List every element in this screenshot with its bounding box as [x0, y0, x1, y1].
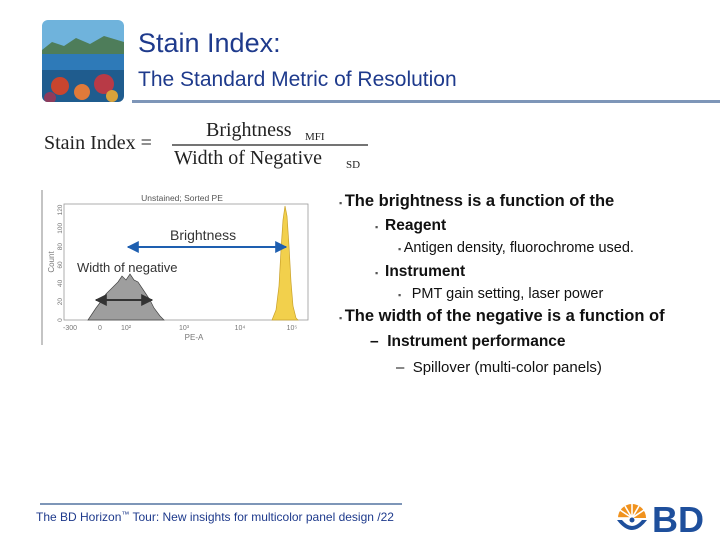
y-tick-label: 120: [57, 204, 64, 215]
bullet-dot: ▪: [398, 290, 404, 300]
bullet-dash: –: [370, 333, 388, 350]
bullet-spillover-text: Spillover (multi-color panels): [412, 359, 602, 376]
bullet-dot: ▪: [375, 222, 381, 232]
bullet-brightness: ▪ The brightness is a function of the: [339, 192, 614, 211]
bullet-antigen-density-text: Antigen density, fluorochrome used.: [403, 240, 634, 256]
x-tick-label: 10²: [121, 325, 132, 332]
histogram-ylabel: Count: [47, 251, 56, 273]
footer-text: The BD Horizon™ Tour: New insights for m…: [36, 510, 394, 524]
bullet-dot: ▪: [375, 268, 381, 278]
bullet-dash: –: [396, 359, 413, 376]
brightness-label: Brightness: [170, 227, 236, 243]
bd-sunburst-icon: [617, 504, 647, 530]
bullet-instrument-performance: – Instrument performance: [370, 333, 566, 351]
bullet-width: ▪ The width of the negative is a functio…: [339, 307, 665, 326]
y-tick-label: 80: [57, 243, 64, 251]
formula-lhs: Stain Index =: [44, 132, 152, 154]
footer-prefix: The BD Horizon: [36, 510, 122, 524]
title-divider: [132, 100, 720, 103]
histogram-title: Unstained; Sorted PE: [141, 193, 223, 203]
width-of-negative-label: Width of negative: [77, 260, 177, 275]
bullet-dot: ▪: [339, 313, 345, 323]
bullet-width-text: The width of the negative is a function …: [344, 307, 665, 325]
bullet-reagent-text: Reagent: [385, 217, 447, 234]
bullet-instrument-text: Instrument: [385, 263, 466, 280]
header-photo-logo: [42, 20, 124, 102]
bullet-spillover: – Spillover (multi-color panels): [396, 359, 602, 376]
bullet-instrument: ▪ Instrument: [375, 263, 465, 281]
y-tick-label: 40: [57, 279, 64, 287]
x-tick-label: -300: [63, 325, 77, 332]
y-tick-label: 60: [57, 261, 64, 269]
bullet-dot: ▪: [398, 244, 404, 254]
bullet-brightness-text: The brightness is a function of the: [344, 192, 615, 210]
footer-tour-text: Tour: New insights for multicolor panel …: [129, 510, 381, 524]
histogram-xlabel: PE-A: [185, 333, 204, 342]
page-title: Stain Index:: [138, 28, 281, 58]
bullet-instrument-performance-text: Instrument performance: [387, 333, 566, 350]
y-tick-label: 20: [57, 298, 64, 306]
bullet-pmt-gain-text: PMT gain setting, laser power: [411, 286, 604, 302]
formula-numerator: Brightness: [206, 119, 292, 141]
footer-trademark: ™: [121, 510, 130, 519]
y-tick-label: 100: [57, 223, 64, 234]
y-tick-label: 0: [57, 318, 64, 322]
x-tick-label: 10³: [179, 325, 190, 332]
bullet-antigen-density: ▪ Antigen density, fluorochrome used.: [398, 240, 634, 256]
bd-logo: BD: [617, 499, 704, 538]
bullet-dot: ▪: [339, 198, 345, 208]
bd-logo-text: BD: [652, 499, 704, 538]
x-tick-label: 10⁵: [287, 325, 298, 332]
formula-denominator-subscript: SD: [346, 159, 360, 171]
page-subtitle: The Standard Metric of Resolution: [138, 68, 457, 91]
x-tick-label: 10⁴: [235, 325, 246, 332]
histogram-figure: Unstained; Sorted PE Count 0 20 40 60 80 100 1…: [41, 190, 309, 345]
page-number: 22: [380, 510, 394, 524]
formula-numerator-subscript: MFI: [305, 131, 325, 143]
bullet-pmt-gain: ▪ PMT gain setting, laser power: [398, 286, 603, 302]
bullet-reagent: ▪ Reagent: [375, 217, 446, 235]
stain-index-formula: Stain Index = Brightness MFI Width of Ne…: [44, 119, 368, 171]
footer-divider: [40, 503, 402, 505]
x-tick-label: 0: [98, 325, 102, 332]
positive-population-peak: [271, 205, 299, 321]
formula-denominator: Width of Negative: [174, 147, 322, 169]
